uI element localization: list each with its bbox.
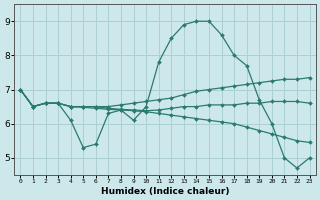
X-axis label: Humidex (Indice chaleur): Humidex (Indice chaleur): [101, 187, 229, 196]
